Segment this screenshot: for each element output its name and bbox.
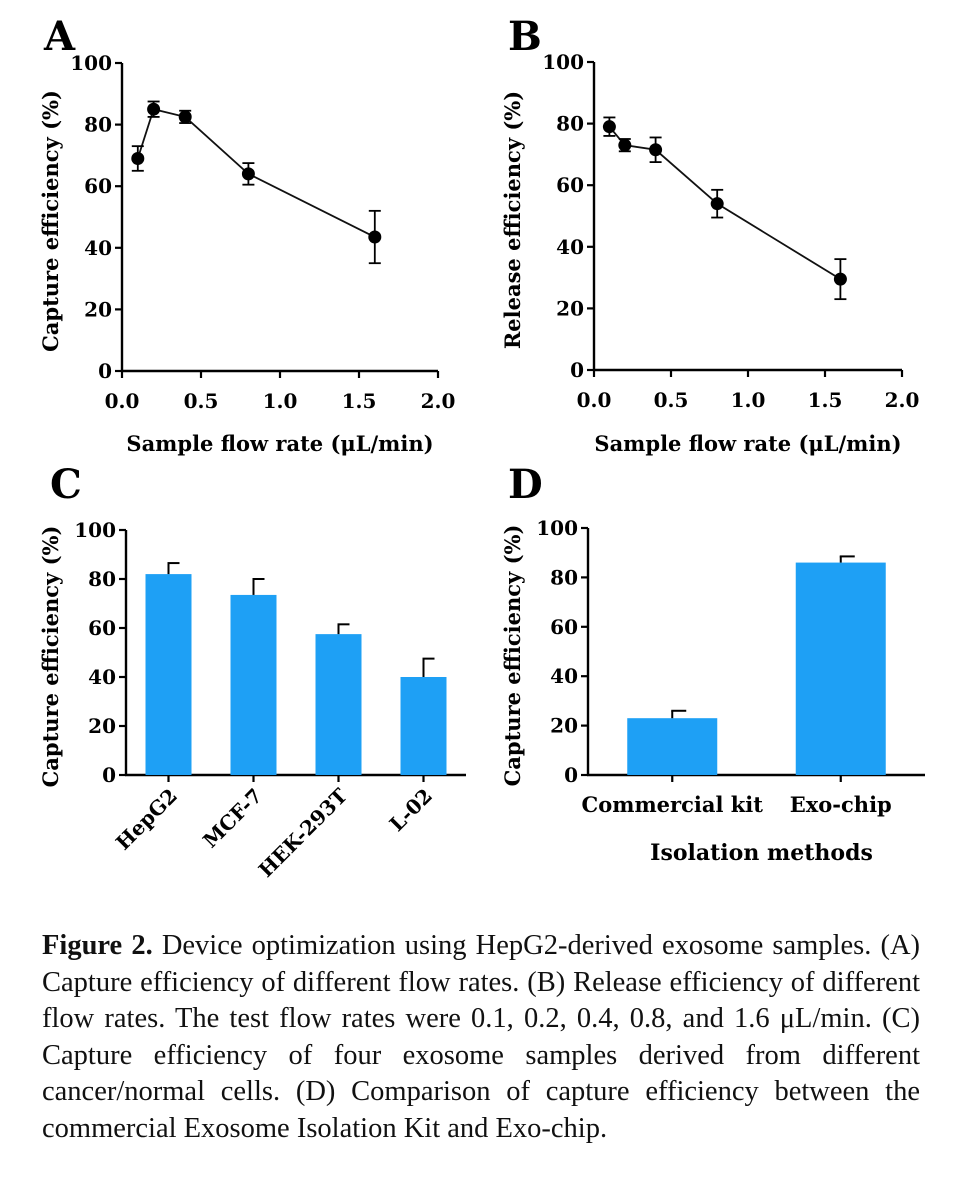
x-tick-label: 1.5 <box>342 389 377 413</box>
data-point <box>147 102 161 116</box>
data-point <box>178 110 192 124</box>
bar <box>315 634 362 775</box>
series-line <box>136 108 376 238</box>
data-point <box>241 167 255 181</box>
data-point <box>368 230 382 244</box>
y-tick-label: 60 <box>84 174 112 198</box>
data-point <box>649 143 663 157</box>
y-tick-label: 40 <box>550 664 578 688</box>
y-tick-label: 20 <box>88 714 116 738</box>
y-tick-label: 100 <box>70 51 112 75</box>
bar <box>230 594 277 775</box>
x-tick-label: 1.0 <box>731 388 766 412</box>
data-point <box>618 138 632 152</box>
y-tick-label: 40 <box>84 236 112 260</box>
y-tick-label: 80 <box>550 565 578 589</box>
x-tick-label: L-02 <box>385 784 437 836</box>
bar <box>400 677 447 775</box>
x-tick-label: 2.0 <box>421 389 456 413</box>
figure-2: A 0 20 40 60 80 100 Capture efficiency (%) 0.0 0.… <box>38 13 925 882</box>
y-tick-label: 60 <box>88 616 116 640</box>
y-tick-label: 20 <box>84 297 112 321</box>
bar <box>627 718 718 775</box>
x-tick-label: MCF-7 <box>198 784 267 853</box>
y-tick-label: 60 <box>550 615 578 639</box>
y-tick-label: 0 <box>98 359 112 383</box>
panel-letter-d: D <box>508 461 543 508</box>
x-axis-title: Isolation methods <box>650 840 873 866</box>
x-tick-label: HepG2 <box>111 784 182 855</box>
bar <box>145 574 192 775</box>
y-tick-label: 80 <box>84 113 112 137</box>
x-tick-label: 0.0 <box>105 389 140 413</box>
y-tick-label: 0 <box>570 358 584 382</box>
panel-letter-a: A <box>43 13 76 60</box>
y-tick-label: 20 <box>550 714 578 738</box>
x-tick-label: 1.5 <box>808 388 843 412</box>
x-axis-title: Sample flow rate (μL/min) <box>126 431 433 456</box>
x-tick-label: Commercial kit <box>582 792 764 817</box>
y-axis-title: Release efficiency (%) <box>500 91 525 349</box>
panel-d: D 0 20 40 60 80 100 Capture efficiency (%) Comme… <box>500 461 925 866</box>
x-tick-label: Exo-chip <box>790 792 892 817</box>
data-point <box>710 197 724 211</box>
y-tick-label: 100 <box>542 50 584 74</box>
y-axis-title: Capture efficiency (%) <box>500 525 525 787</box>
y-tick-label: 40 <box>556 235 584 259</box>
x-tick-label: 0.0 <box>577 388 612 412</box>
y-tick-label: 100 <box>74 518 116 542</box>
data-point <box>131 151 145 165</box>
x-tick-label: 0.5 <box>184 389 219 413</box>
figure-caption: Figure 2. Device optimization using HepG… <box>42 928 920 1147</box>
y-tick-label: 80 <box>556 112 584 136</box>
caption-label: Figure 2. <box>42 930 153 961</box>
y-tick-label: 0 <box>102 763 116 787</box>
y-tick-label: 80 <box>88 567 116 591</box>
x-tick-label: 2.0 <box>885 388 920 412</box>
y-tick-label: 20 <box>556 296 584 320</box>
x-tick-label: 1.0 <box>263 389 298 413</box>
panel-b: B 0 20 40 60 80 100 Release efficiency (%) 0.0 0.… <box>500 13 919 456</box>
bar <box>795 562 886 775</box>
x-tick-label: 0.5 <box>654 388 689 412</box>
data-point <box>833 272 847 286</box>
y-tick-label: 0 <box>564 763 578 787</box>
y-tick-label: 40 <box>88 665 116 689</box>
series-line <box>608 126 841 280</box>
x-axis-title: Sample flow rate (μL/min) <box>594 431 901 456</box>
panel-letter-c: C <box>50 461 82 508</box>
y-axis-title: Capture efficiency (%) <box>38 526 63 788</box>
panel-c: C 0 20 40 60 80 100 Capture efficiency (%) HepG2… <box>38 461 466 882</box>
x-tick-label: HEK-293T <box>254 783 352 881</box>
caption-text: Device optimization using HepG2-derived … <box>42 930 921 1144</box>
panel-a: A 0 20 40 60 80 100 Capture efficiency (%) 0.0 0.… <box>38 13 455 456</box>
data-point <box>602 120 616 134</box>
y-tick-label: 100 <box>536 516 578 540</box>
y-axis-title: Capture efficiency (%) <box>38 90 63 352</box>
panel-letter-b: B <box>508 13 542 60</box>
y-tick-label: 60 <box>556 173 584 197</box>
